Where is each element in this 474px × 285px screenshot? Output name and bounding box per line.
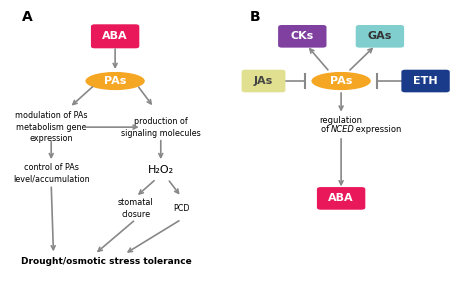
Text: expression: expression (353, 125, 401, 135)
Text: NCED: NCED (331, 125, 355, 135)
FancyBboxPatch shape (317, 187, 365, 210)
FancyBboxPatch shape (91, 24, 139, 48)
Ellipse shape (311, 72, 371, 90)
FancyBboxPatch shape (278, 25, 327, 48)
Text: GAs: GAs (368, 31, 392, 41)
Text: ABA: ABA (328, 194, 354, 203)
Text: CKs: CKs (291, 31, 314, 41)
Text: of: of (320, 125, 331, 135)
Text: PCD: PCD (173, 204, 190, 213)
FancyBboxPatch shape (242, 70, 285, 92)
FancyBboxPatch shape (356, 25, 404, 48)
Text: ETH: ETH (413, 76, 438, 86)
Ellipse shape (85, 72, 145, 90)
Text: JAs: JAs (254, 76, 273, 86)
Text: Drought/osmotic stress tolerance: Drought/osmotic stress tolerance (20, 257, 191, 266)
Text: B: B (250, 10, 260, 24)
Text: production of
signaling molecules: production of signaling molecules (121, 117, 201, 138)
Text: A: A (21, 10, 32, 24)
FancyBboxPatch shape (401, 70, 450, 92)
Text: stomatal
closure: stomatal closure (118, 198, 154, 219)
Text: PAs: PAs (104, 76, 126, 86)
Text: regulation: regulation (319, 116, 363, 125)
Text: PAs: PAs (330, 76, 352, 86)
Text: H₂O₂: H₂O₂ (148, 166, 174, 176)
Text: control of PAs
level/accumulation: control of PAs level/accumulation (13, 163, 90, 184)
Text: modulation of PAs
metabolism gene
expression: modulation of PAs metabolism gene expres… (15, 111, 88, 143)
Text: ABA: ABA (102, 31, 128, 41)
